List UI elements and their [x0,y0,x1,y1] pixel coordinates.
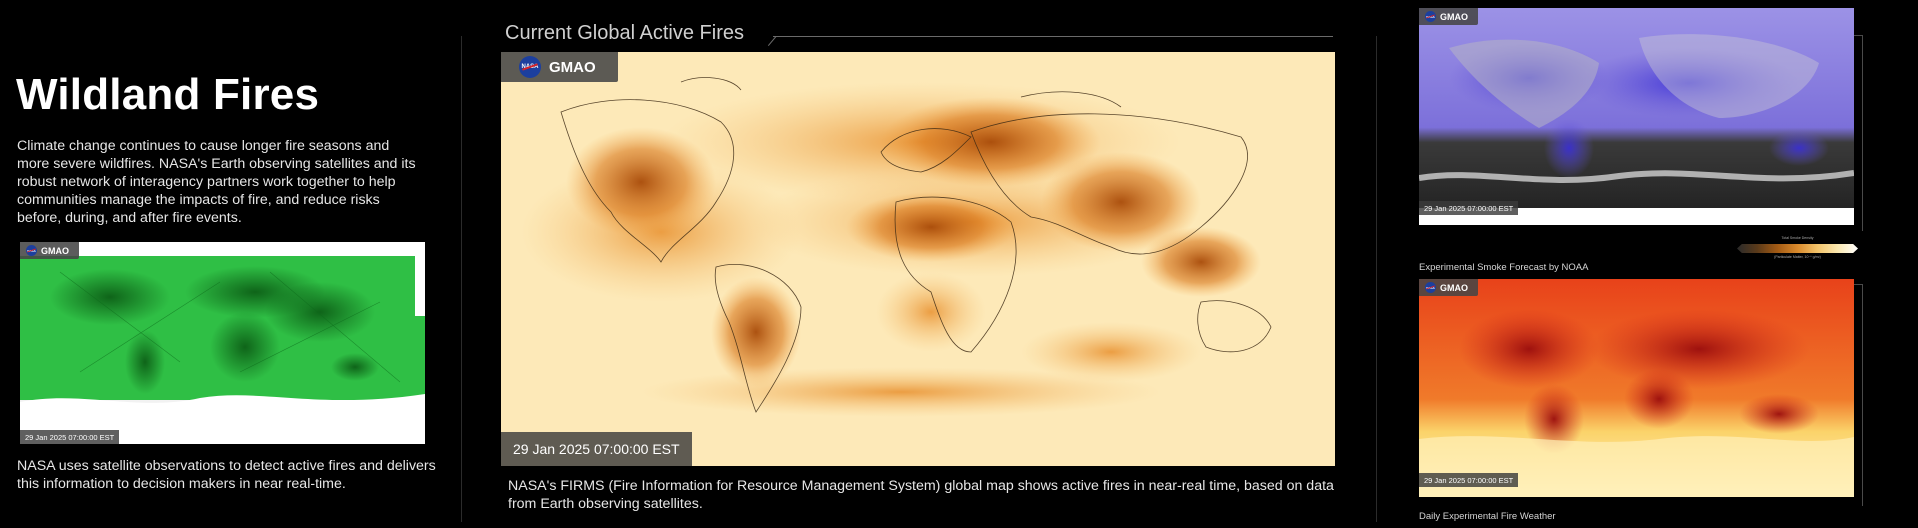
gmao-label: GMAO [1440,11,1468,22]
divider-left [461,36,462,522]
fire-weather-map-graphic [1419,279,1854,497]
left-panel: Wildland Fires Climate change continues … [0,0,440,528]
gmao-badge: NASA GMAO [1419,8,1478,25]
intro-paragraph: Climate change continues to cause longer… [17,138,416,226]
title-rule [773,36,1333,37]
frame-line-bottom [1854,284,1863,506]
map-timestamp: 29 Jan 2025 07:00:00 EST [501,432,692,466]
gmao-badge: NASA GMAO [501,52,618,82]
frame-line-top [1854,35,1863,231]
nasa-logo-icon: NASA [26,245,37,256]
gmao-label: GMAO [549,58,596,76]
colorbar-gradient [1737,244,1858,253]
fire-weather-map[interactable]: NASA GMAO 29 Jan 2025 07:00:00 EST [1419,279,1854,497]
green-global-map[interactable]: NASA GMAO 29 Jan 2025 07:00:00 EST [20,242,425,444]
active-fires-map[interactable]: NASA GMAO 29 Jan 2025 07:00:00 EST [501,52,1335,466]
section-title: Current Global Active Fires [505,22,744,44]
smoke-forecast-map[interactable]: NASA GMAO 29 Jan 2025 07:00:00 EST [1419,8,1854,225]
nasa-logo-icon: NASA [1425,11,1436,22]
colorbar-title: Total Smoke Density [1781,236,1814,240]
map-timestamp: 29 Jan 2025 07:00:00 EST [20,430,120,444]
gmao-badge: NASA GMAO [1419,279,1478,296]
left-map-caption: NASA uses satellite observations to dete… [17,458,436,492]
green-map-graphic [20,242,425,444]
page-title: Wildland Fires [16,70,320,119]
nasa-logo-icon: NASA [519,56,541,78]
colorbar-subtitle: (Particulate Matter, 10⁻⁶ g/m²) [1774,255,1821,259]
divider-right [1376,36,1377,522]
smoke-colorbar: Total Smoke Density (Particulate Matter,… [1737,236,1858,266]
map-timestamp: 29 Jan 2025 07:00:00 EST [1419,473,1519,487]
smoke-forecast-caption: Experimental Smoke Forecast by NOAA [1419,262,1589,273]
gmao-badge: NASA GMAO [20,242,79,259]
center-map-caption: NASA's FIRMS (Fire Information for Resou… [508,478,1334,512]
gmao-label: GMAO [41,245,69,256]
map-timestamp: 29 Jan 2025 07:00:00 EST [1419,201,1519,215]
fire-weather-caption: Daily Experimental Fire Weather [1419,511,1556,522]
gmao-label: GMAO [1440,282,1468,293]
title-rule-slant [767,36,777,47]
nasa-logo-icon: NASA [1425,282,1436,293]
smoke-map-graphic [1419,8,1854,225]
active-fires-map-graphic [501,52,1335,466]
